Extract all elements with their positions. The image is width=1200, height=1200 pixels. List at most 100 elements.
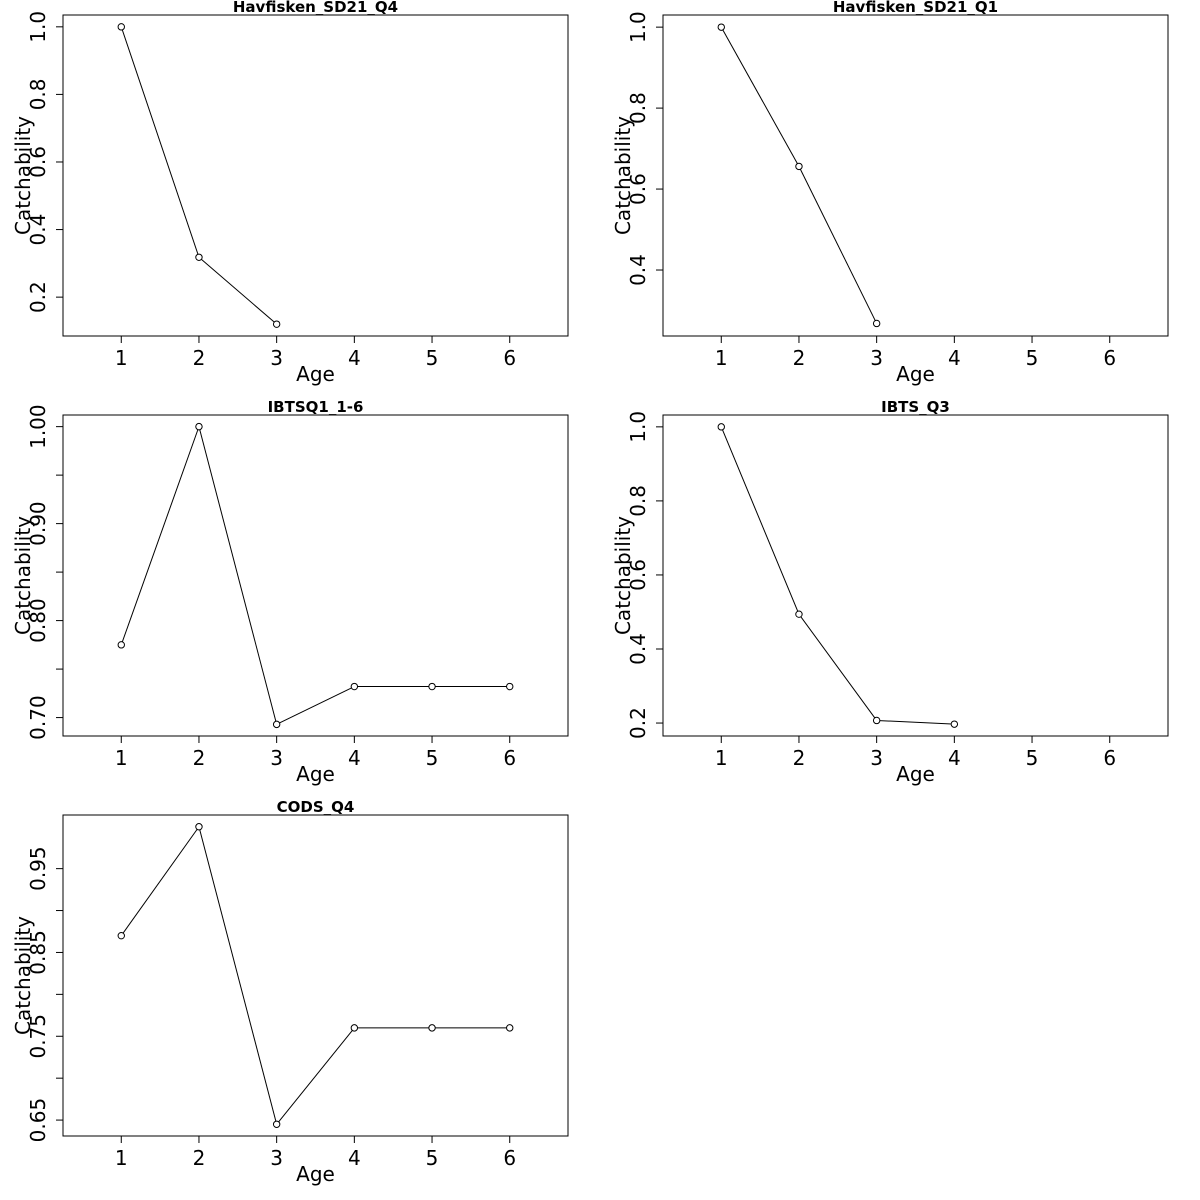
x-tick-label: 3 (270, 1146, 283, 1170)
y-tick-label: 0.4 (626, 633, 650, 665)
x-tick-label: 1 (715, 746, 728, 770)
x-tick-label: 3 (870, 346, 883, 370)
x-tick-label: 1 (115, 1146, 128, 1170)
plot-frame (62, 14, 569, 337)
y-tick-label: 0.4 (626, 254, 650, 286)
data-point (717, 423, 725, 431)
data-point (872, 716, 881, 725)
series-line-segment (120, 826, 200, 936)
series-line-segment (198, 256, 277, 325)
x-tick-label: 2 (793, 346, 806, 370)
data-point (117, 23, 125, 31)
data-point (195, 422, 203, 431)
x-tick-label: 2 (793, 746, 806, 770)
data-point (506, 682, 514, 691)
data-point (428, 682, 436, 691)
x-axis-title: Age (896, 362, 935, 386)
plot-frame (662, 414, 1169, 737)
series-line-segment (720, 26, 800, 167)
x-tick-label: 2 (193, 746, 206, 770)
data-point (795, 610, 803, 618)
x-tick-label: 4 (348, 1146, 361, 1170)
y-tick-label: 0.70 (26, 695, 50, 740)
plot-frame (62, 414, 569, 737)
x-axis-title: Age (296, 762, 335, 786)
y-axis-title: Catchability (11, 516, 35, 635)
y-tick-label: 0.85 (26, 930, 50, 975)
series-line-segment (798, 613, 878, 721)
series-line-segment (876, 719, 955, 725)
x-axis-title: Age (296, 362, 335, 386)
x-tick-label: 5 (426, 746, 439, 770)
x-tick-label: 4 (948, 746, 961, 770)
series-line-segment (198, 426, 278, 725)
y-axis-title: Catchability (11, 916, 35, 1035)
y-tick-label: 0.6 (26, 146, 50, 178)
x-tick-label: 4 (348, 346, 361, 370)
x-axis-title: Age (296, 1162, 335, 1186)
chart-panel-3: IBTSQ1_1-6 1 2 3 4 5 6 0.70 0.80 0.90 1.00 Age Catch… (11, 398, 569, 786)
data-point (272, 720, 281, 729)
x-tick-label: 3 (270, 346, 283, 370)
y-tick-label: 0.90 (26, 501, 50, 546)
series-line-segment (120, 26, 200, 258)
x-tick-label: 6 (503, 346, 516, 370)
x-tick-label: 1 (115, 746, 128, 770)
x-tick-label: 5 (426, 1146, 439, 1170)
x-tick-label: 2 (193, 346, 206, 370)
data-point (717, 23, 725, 31)
series-line-segment (276, 1027, 355, 1125)
y-tick-label: 0.80 (26, 598, 50, 643)
x-tick-label: 6 (1103, 346, 1116, 370)
x-tick-label: 4 (948, 346, 961, 370)
y-axis-title: Catchability (611, 516, 635, 635)
series-line-segment (276, 686, 355, 725)
y-tick-label: 0.8 (626, 92, 650, 124)
data-point (872, 319, 881, 328)
y-tick-label: 0.4 (26, 214, 50, 246)
y-axis-title: Catchability (611, 116, 635, 235)
series-line-segment (198, 826, 278, 1125)
y-tick-label: 1.0 (26, 11, 50, 43)
plot-frame (662, 14, 1169, 337)
series-line-segment (120, 426, 200, 646)
data-point (795, 162, 803, 171)
y-tick-label: 1.00 (26, 404, 50, 449)
data-point (950, 720, 959, 728)
x-tick-label: 1 (115, 346, 128, 370)
x-tick-label: 5 (1026, 746, 1039, 770)
x-tick-label: 6 (1103, 746, 1116, 770)
y-axis-title: Catchability (11, 116, 35, 235)
data-point (428, 1024, 436, 1032)
data-point (350, 682, 359, 691)
x-tick-label: 3 (870, 746, 883, 770)
x-tick-label: 1 (715, 346, 728, 370)
x-tick-label: 2 (193, 1146, 206, 1170)
x-tick-label: 4 (348, 746, 361, 770)
x-axis-title: Age (896, 762, 935, 786)
x-tick-label: 6 (503, 1146, 516, 1170)
data-point (272, 1120, 281, 1128)
chart-panel-5: CODS_Q4 1 2 3 4 5 6 0.65 0.75 0.85 0.95 Age Catchabi… (11, 798, 569, 1186)
series-line-segment (720, 426, 800, 615)
x-tick-label: 5 (426, 346, 439, 370)
data-point (272, 320, 281, 328)
x-tick-label: 5 (1026, 346, 1039, 370)
data-point (117, 931, 125, 940)
data-point (117, 641, 125, 649)
y-tick-label: 0.65 (26, 1098, 50, 1143)
y-tick-label: 1.0 (626, 411, 650, 443)
data-point (195, 253, 203, 261)
chart-panel-1: Havfisken_SD21_Q4 1 2 3 4 5 6 0.2 0.4 0.6 0.8 1.0 Ag… (11, 0, 569, 386)
chart-title: IBTS_Q3 (881, 398, 950, 416)
chart-title: IBTSQ1_1-6 (268, 398, 364, 416)
data-point (506, 1024, 514, 1032)
y-tick-label: 0.8 (26, 78, 50, 110)
chart-title: CODS_Q4 (277, 798, 355, 816)
y-tick-label: 1.0 (626, 11, 650, 43)
x-tick-label: 6 (503, 746, 516, 770)
chart-title: Havfisken_SD21_Q1 (833, 0, 998, 16)
chart-title: Havfisken_SD21_Q4 (233, 0, 398, 16)
y-tick-label: 0.95 (26, 846, 50, 891)
